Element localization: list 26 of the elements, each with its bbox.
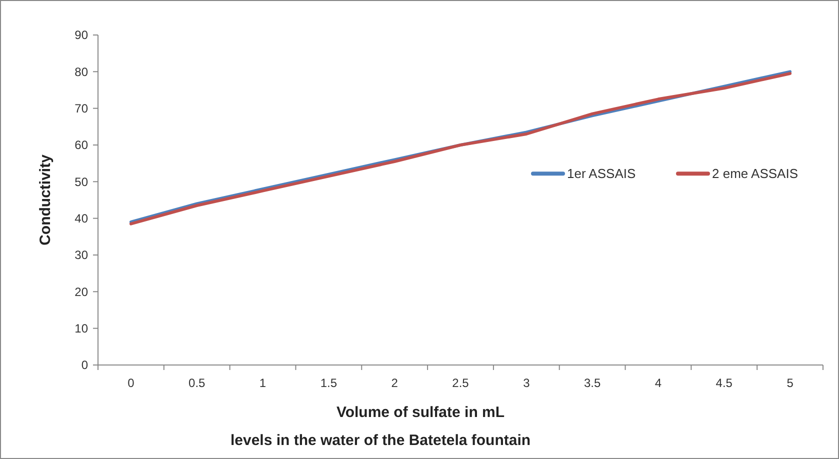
y-tick-label: 30 (74, 248, 88, 262)
y-tick-label: 10 (74, 322, 88, 336)
y-tick-label: 90 (74, 28, 88, 42)
x-tick-label: 2.5 (452, 376, 470, 390)
legend-label: 1er ASSAIS (567, 166, 636, 182)
y-tick-label: 20 (74, 284, 88, 299)
y-tick-label: 40 (74, 212, 88, 226)
y-tick-label: 80 (74, 64, 88, 79)
text: levels in the water of the Batetela fountain (230, 432, 531, 449)
x-tick-label: 3.5 (584, 376, 601, 390)
y-tick-label: 70 (74, 102, 88, 116)
y-axis-title: Conductivity (37, 154, 54, 246)
x-tick-label: 0.5 (188, 376, 206, 390)
x-tick-label: 1.5 (320, 376, 338, 390)
y-tick-label: 50 (74, 174, 88, 189)
x-tick-label: 2 (391, 376, 398, 390)
x-tick-label: 1 (259, 376, 266, 390)
x-tick-label: 5 (786, 376, 794, 390)
x-tick-label: 0 (128, 376, 135, 390)
x-tick-label: 4.5 (716, 376, 733, 390)
y-tick-label: 0 (81, 358, 88, 372)
x-tick-label: 3 (523, 376, 530, 390)
legend-label: 2 eme ASSAIS (712, 166, 798, 182)
x-axis-title: Volume of sulfate in mL (336, 404, 505, 421)
x-tick-label: 4 (654, 376, 662, 390)
y-tick-label: 60 (74, 138, 88, 152)
